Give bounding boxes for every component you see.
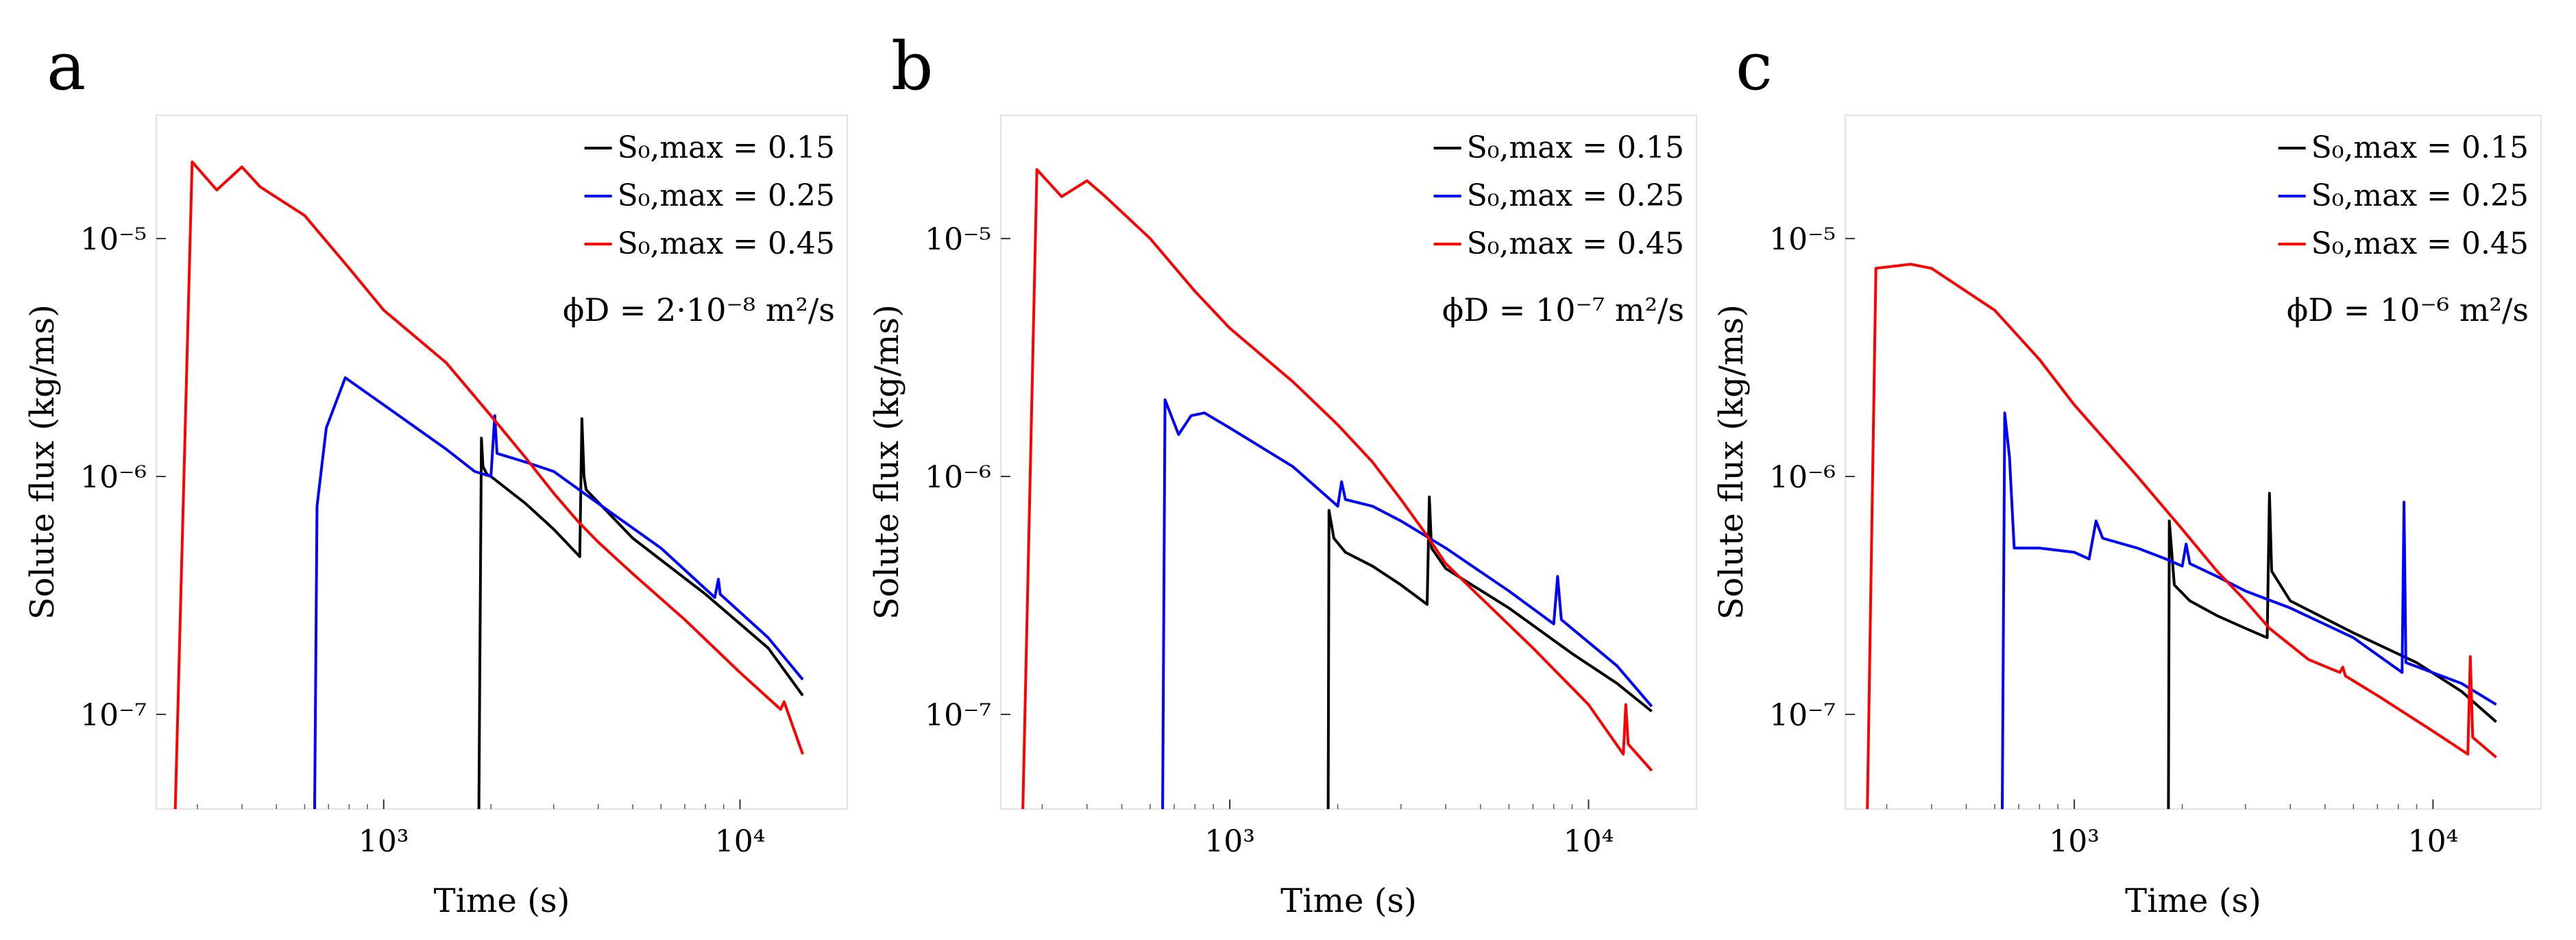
panel-letter: a [47,28,86,105]
legend-label: S₀,max = 0.25 [618,178,835,213]
chart-panel-a: 10³ 10⁴ 10⁻⁷ 10⁻⁶ 10⁻⁵ Time (s) Solute flux (k… [23,28,848,920]
x-tick-label: 10⁴ [715,824,766,859]
legend-label: S₀,max = 0.15 [618,130,835,165]
x-axis-label: Time (s) [2125,882,2261,920]
y-axis-label: Solute flux (kg/ms) [1712,304,1751,620]
y-tick-label: 10⁻⁵ [925,222,991,257]
series-line-3 [1866,263,2497,809]
series-line-1 [477,417,804,809]
series-line-3 [173,160,804,809]
diffusivity-annotation: ϕD = 10⁻⁶ m²/s [2287,291,2529,328]
x-tick-label: 10⁴ [1564,824,1614,859]
x-tick-label: 10³ [1204,824,1255,859]
y-tick-label: 10⁻⁶ [925,460,991,495]
series-line-3 [1021,168,1653,809]
x-tick-label: 10³ [359,824,409,859]
legend-label: S₀,max = 0.45 [1467,226,1684,261]
y-axis-label: Solute flux (kg/ms) [868,304,906,620]
panel-letter: c [1736,28,1773,105]
legend-label: S₀,max = 0.25 [2311,178,2529,213]
chart-panel-c: 10³ 10⁴ 10⁻⁷ 10⁻⁶ 10⁻⁵ Time (s) Solute flux (k… [1712,28,2542,920]
legend-label: S₀,max = 0.15 [2311,130,2529,165]
legend-label: S₀,max = 0.45 [2311,226,2529,261]
series-line-2 [2001,411,2497,809]
diffusivity-annotation: ϕD = 10⁻⁷ m²/s [1442,291,1684,328]
y-tick-label: 10⁻⁶ [1769,460,1836,495]
series-line-1 [2167,492,2497,809]
y-tick-label: 10⁻⁷ [925,698,991,733]
series-line-2 [313,376,804,809]
y-tick-label: 10⁻⁵ [1769,222,1836,257]
y-tick-label: 10⁻⁷ [1769,698,1836,733]
chart-panel-b: 10³ 10⁴ 10⁻⁷ 10⁻⁶ 10⁻⁵ Time (s) Solute flux (k… [868,28,1697,920]
legend-label: S₀,max = 0.45 [618,226,835,261]
y-tick-label: 10⁻⁶ [80,460,147,495]
plot-frame [156,115,848,810]
y-axis-label: Solute flux (kg/ms) [23,304,62,620]
plot-frame [1845,115,2542,810]
panel-letter: b [891,28,933,105]
series-line-2 [1161,398,1653,809]
x-axis-label: Time (s) [1280,882,1417,920]
x-axis-label: Time (s) [434,882,570,920]
diffusivity-annotation: ϕD = 2·10⁻⁸ m²/s [563,291,835,328]
legend-label: S₀,max = 0.15 [1467,130,1684,165]
legend-label: S₀,max = 0.25 [1467,178,1684,213]
y-tick-label: 10⁻⁵ [80,222,147,257]
plot-frame [1000,115,1697,810]
y-tick-label: 10⁻⁷ [80,698,147,733]
x-tick-label: 10⁴ [2408,824,2459,859]
x-tick-label: 10³ [2049,824,2100,859]
series-line-1 [1326,495,1653,809]
